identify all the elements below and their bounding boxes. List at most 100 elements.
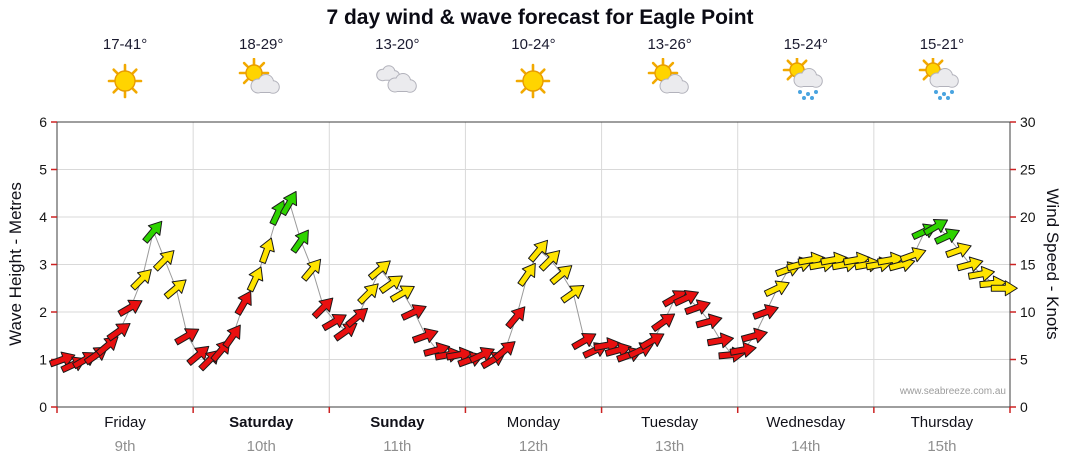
wind-arrow <box>152 250 175 272</box>
day-name: Sunday <box>370 414 425 431</box>
wind-arrow <box>528 239 549 263</box>
day-label: Wednesday 14th <box>738 414 874 455</box>
wind-arrow <box>651 313 676 332</box>
left-tick-label: 1 <box>39 352 47 368</box>
wind-arrow <box>468 347 495 364</box>
wind-speed-line <box>62 201 1005 365</box>
wind-arrow <box>740 327 768 344</box>
watermark: www.seabreeze.com.au <box>899 386 1006 397</box>
wind-arrow <box>990 280 1018 297</box>
wind-arrow <box>673 290 699 307</box>
wind-arrow <box>729 341 757 358</box>
day-date: 13th <box>655 438 685 455</box>
left-tick-label: 3 <box>39 257 47 273</box>
wind-arrow <box>517 262 536 287</box>
wind-arrow <box>246 266 264 293</box>
page-title: 7 day wind & wave forecast for Eagle Poi… <box>326 6 754 29</box>
right-tick-label: 0 <box>1020 399 1028 415</box>
wind-arrow <box>367 260 391 281</box>
temperature-range: 17-41° <box>102 36 148 53</box>
day-label: Monday 12th <box>465 414 601 455</box>
right-axis-label: Wind Speed - Knots <box>1043 188 1062 340</box>
day-name: Monday <box>506 414 561 431</box>
left-tick-label: 0 <box>39 399 47 415</box>
right-tick-label: 10 <box>1020 304 1036 320</box>
day-name: Thursday <box>910 414 974 431</box>
wind-arrow <box>234 290 252 316</box>
temperature-range: 13-20° <box>375 36 420 53</box>
forecast-day-annotation: 15-24° <box>738 36 874 126</box>
wind-arrow <box>695 313 723 329</box>
sun-showers-icon <box>918 55 959 100</box>
wind-arrow <box>333 323 358 342</box>
day-label: Sunday 11th <box>329 414 465 455</box>
day-name: Wednesday <box>766 414 846 431</box>
wind-arrow <box>505 306 526 330</box>
day-label: Thursday 15th <box>874 414 1010 455</box>
wind-arrow <box>945 242 972 259</box>
left-tick-label: 2 <box>39 304 47 320</box>
wind-arrow <box>279 190 298 217</box>
day-label: Saturday 10th <box>193 414 329 455</box>
day-name: Saturday <box>229 414 294 431</box>
wind-arrow <box>639 333 665 351</box>
wind-arrow <box>763 280 790 297</box>
day-date: 11th <box>383 438 412 455</box>
cloudy-icon <box>376 65 418 93</box>
right-tick-label: 25 <box>1020 162 1036 178</box>
forecast-day-annotation: 15-21° <box>874 36 1010 126</box>
temperature-range: 15-21° <box>919 36 965 53</box>
left-tick-label: 5 <box>39 162 47 178</box>
wind-arrow <box>106 323 131 342</box>
right-tick-label: 30 <box>1020 114 1036 130</box>
wind-arrow <box>492 341 516 362</box>
day-date: 10th <box>246 438 276 455</box>
partly-cloudy-icon <box>647 57 689 94</box>
wind-arrow <box>301 258 322 282</box>
right-tick-label: 20 <box>1020 209 1036 225</box>
temperature-range: 13-26° <box>647 36 692 53</box>
wind-arrow <box>899 247 927 263</box>
wind-arrow <box>706 332 734 349</box>
forecast-day-annotation: 13-26° <box>602 36 738 126</box>
wind-arrow <box>411 327 439 344</box>
wind-arrow <box>163 279 187 300</box>
left-tick-label: 6 <box>39 114 47 130</box>
sunny-icon <box>107 63 143 99</box>
right-tick-label: 15 <box>1020 257 1036 273</box>
day-date: 9th <box>114 438 136 455</box>
wind-arrow <box>684 299 711 316</box>
wind-arrow <box>400 304 427 321</box>
wind-arrow <box>934 228 960 245</box>
day-label: Friday 9th <box>57 414 193 455</box>
wind-arrow <box>571 333 597 351</box>
wind-arrow <box>95 336 119 357</box>
sun-showers-icon <box>782 55 823 100</box>
forecast-day-annotation: 10-24° <box>465 36 601 126</box>
forecast-day-annotation: 18-29° <box>193 36 329 126</box>
wind-arrow <box>967 265 995 282</box>
wind-arrow <box>259 237 275 264</box>
wind-arrow <box>142 220 163 244</box>
wind-arrow <box>389 285 415 303</box>
wind-arrow <box>321 314 347 332</box>
sunny-icon <box>516 63 551 99</box>
forecast-day-annotation: 13-20° <box>329 36 465 126</box>
temperature-range: 10-24° <box>511 36 556 53</box>
day-date: 15th <box>927 438 957 455</box>
temperature-range: 18-29° <box>239 36 284 53</box>
left-axis-label: Wave Height - Metres <box>6 182 25 346</box>
wind-arrow <box>222 324 241 349</box>
day-name: Tuesday <box>641 414 699 431</box>
wind-arrow <box>538 250 561 272</box>
wind-arrow <box>922 219 949 237</box>
wind-arrow <box>357 283 379 305</box>
temperature-range: 15-24° <box>783 36 828 53</box>
wind-arrow <box>174 328 200 346</box>
wind-arrow <box>345 307 369 328</box>
wind-arrow <box>130 269 152 291</box>
wind-arrow <box>752 304 779 320</box>
wind-arrow <box>311 297 334 320</box>
partly-cloudy-icon <box>238 57 281 94</box>
